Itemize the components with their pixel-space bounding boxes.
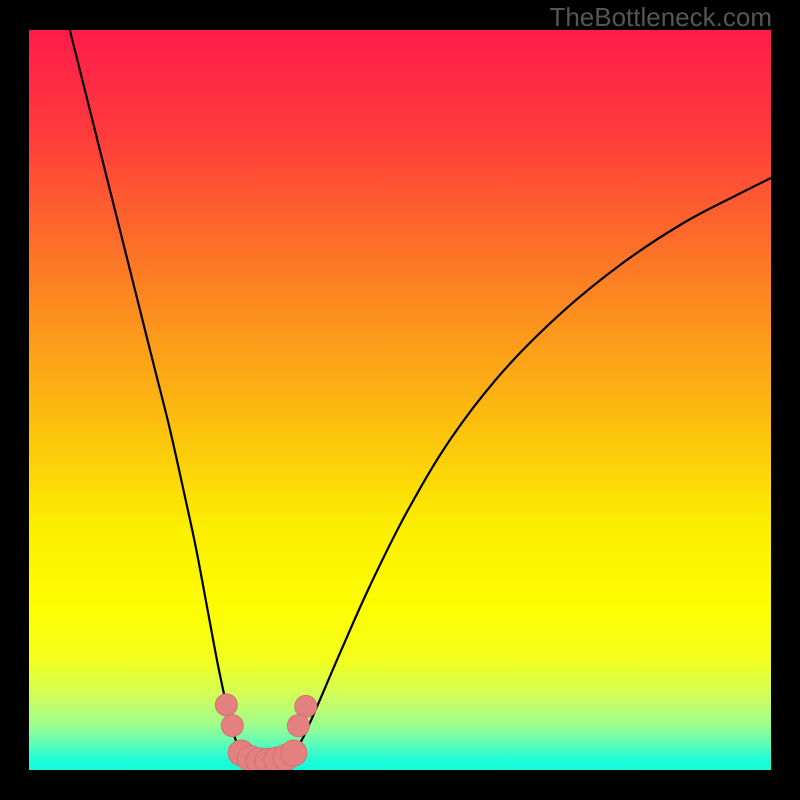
data-bead xyxy=(221,715,243,737)
data-bead xyxy=(287,715,309,737)
gradient-background xyxy=(29,30,771,770)
data-bead xyxy=(215,694,237,716)
chart-svg xyxy=(29,30,771,770)
watermark-text: TheBottleneck.com xyxy=(549,2,772,33)
data-bead xyxy=(281,740,307,766)
data-bead xyxy=(295,695,317,717)
plot-area xyxy=(29,30,771,770)
